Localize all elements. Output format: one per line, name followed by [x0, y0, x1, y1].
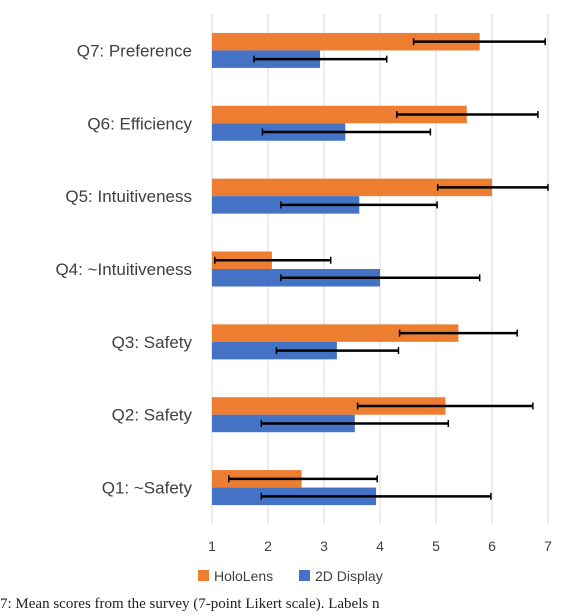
legend-swatch-hololens: [198, 570, 209, 581]
bars: [212, 32, 492, 506]
category-labels: Q1: ~Safety Q2: Safety Q3: Safety Q4: ~Intu…: [55, 41, 192, 497]
x-tick-label: 7: [544, 538, 552, 554]
chart: Q1: ~Safety Q2: Safety Q3: Safety Q4: ~Intu…: [55, 14, 552, 584]
bar-hololens: [212, 32, 480, 51]
figure-caption: 7: Mean scores from the survey (7-point …: [0, 596, 380, 612]
legend-label-2d-display: 2D Display: [315, 568, 383, 584]
bar-hololens: [212, 324, 459, 342]
legend: HoloLens 2D Display: [198, 568, 383, 584]
legend-swatch-2d-display: [299, 570, 310, 581]
category-label: Q7: Preference: [77, 41, 192, 60]
bar-hololens: [212, 397, 446, 415]
x-tick-label: 4: [376, 538, 384, 554]
x-tick-label: 5: [432, 538, 440, 554]
category-label: Q4: ~Intuitiveness: [55, 260, 192, 279]
x-tick-label: 2: [264, 538, 272, 554]
x-tick-label: 3: [320, 538, 328, 554]
category-label: Q5: Intuitiveness: [65, 187, 192, 206]
error-bars: [214, 38, 549, 500]
category-label: Q3: Safety: [112, 333, 193, 352]
bar-hololens: [212, 178, 492, 197]
bar-2d-display: [212, 341, 337, 360]
category-label: Q1: ~Safety: [102, 479, 193, 498]
x-tick-label: 6: [488, 538, 496, 554]
x-tick-label: 1: [208, 538, 216, 554]
legend-label-hololens: HoloLens: [214, 568, 273, 584]
category-label: Q2: Safety: [112, 406, 193, 425]
bar-hololens: [212, 105, 467, 124]
x-axis-ticks: 1 2 3 4 5 6 7: [208, 538, 552, 554]
category-label: Q6: Efficiency: [87, 114, 192, 133]
